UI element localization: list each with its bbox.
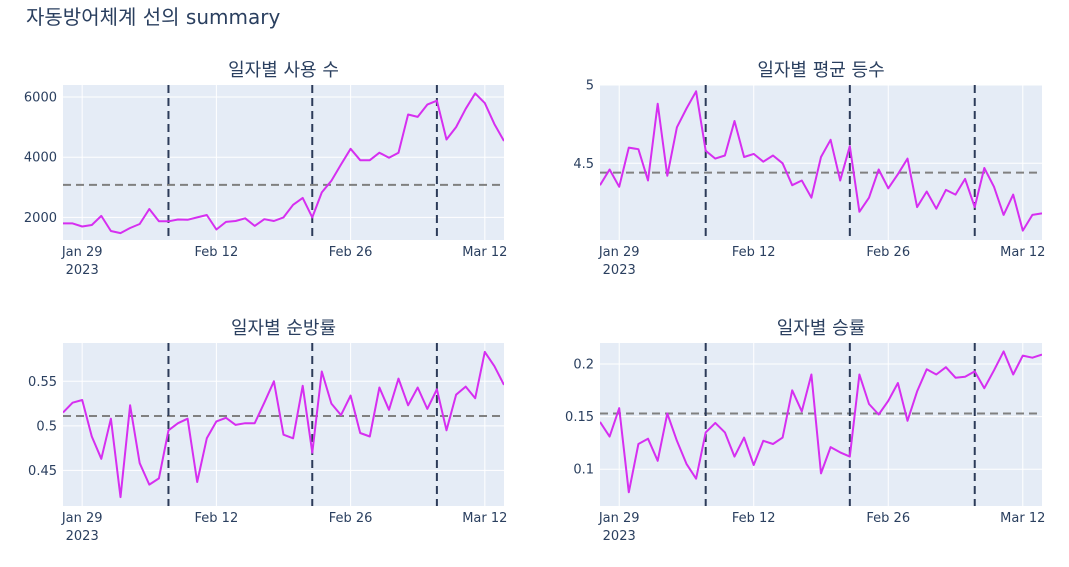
x-tick-label: Mar 12: [1000, 511, 1045, 526]
series-line: [63, 92, 504, 235]
x-tick-label: Jan 29: [598, 511, 640, 526]
plot-background: [63, 85, 504, 240]
x-tick-label: Feb 12: [195, 245, 239, 260]
subplot-3: 0.45 0.5 0.55 Jan 29 2023 Feb 12 Feb 26 Mar 12 일…: [28, 318, 507, 544]
series-line: [600, 90, 1042, 232]
x-tick-label: Feb 26: [329, 245, 373, 260]
x-tick-label: Mar 12: [462, 511, 507, 526]
x-tick-label: Feb 26: [866, 245, 910, 260]
x-tick-label: Mar 12: [1000, 245, 1045, 260]
figure-title: 자동방어체계 선의 summary: [26, 5, 280, 29]
x-tick-year-label: 2023: [66, 529, 99, 544]
x-tick-label: Feb 12: [732, 245, 776, 260]
plot-background: [63, 343, 504, 506]
x-tick-year-label: 2023: [603, 529, 636, 544]
subplot-2: 4.5 5 Jan 29 2023 Feb 12 Feb 26 Mar 12 일자별 평균 등…: [573, 60, 1045, 278]
plot-background: [600, 343, 1042, 506]
subplot-4: 0.1 0.15 0.2 Jan 29 2023 Feb 12 Feb 26 Mar 12 일자…: [565, 318, 1045, 544]
x-tick-label: Feb 26: [329, 511, 373, 526]
y-tick-label: 5: [586, 79, 594, 94]
y-tick-label: 0.1: [573, 463, 594, 478]
subplot-title: 일자별 평균 등수: [757, 60, 884, 81]
x-tick-label: Mar 12: [462, 245, 507, 260]
y-tick-label: 0.15: [565, 410, 594, 425]
x-tick-year-label: 2023: [66, 263, 99, 278]
subplot-title: 일자별 승률: [777, 318, 866, 339]
x-tick-label: Feb 12: [732, 511, 776, 526]
x-tick-year-label: 2023: [603, 263, 636, 278]
y-tick-label: 4.5: [573, 157, 594, 172]
x-tick-label: Feb 26: [866, 511, 910, 526]
y-tick-label: 0.2: [573, 358, 594, 373]
x-tick-label: Jan 29: [598, 245, 640, 260]
x-tick-label: Jan 29: [61, 245, 103, 260]
y-tick-label: 0.45: [28, 464, 57, 479]
plot-background: [600, 85, 1042, 240]
series-line: [63, 350, 504, 499]
x-tick-label: Feb 12: [195, 511, 239, 526]
y-tick-label: 6000: [24, 91, 57, 106]
subplot-1: 2000 4000 6000 Jan 29 2023 Feb 12 Feb 26 Mar 12…: [24, 60, 508, 278]
y-tick-label: 4000: [24, 151, 57, 166]
subplot-title: 일자별 순방률: [231, 318, 336, 339]
y-tick-label: 0.5: [36, 419, 57, 434]
x-tick-label: Jan 29: [61, 511, 103, 526]
y-tick-label: 2000: [24, 211, 57, 226]
y-tick-label: 0.55: [28, 375, 57, 390]
series-line: [600, 350, 1042, 494]
subplot-title: 일자별 사용 수: [228, 60, 339, 81]
